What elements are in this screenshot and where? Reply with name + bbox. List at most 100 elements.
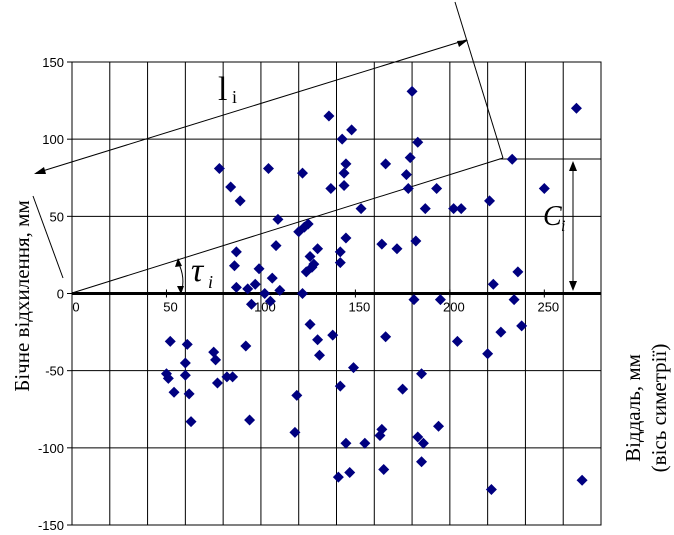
geometry-annotations: [32, 1, 601, 294]
data-point: [168, 386, 180, 398]
data-points: [160, 85, 588, 496]
tau-arrow-top: [175, 258, 182, 267]
l-arrow-head-right: [457, 40, 468, 47]
c-label: C: [543, 201, 562, 232]
x-tick-label: 50: [163, 300, 177, 315]
chord-line: [71, 157, 504, 294]
tau-label: τ: [191, 252, 205, 289]
data-point: [433, 420, 445, 432]
data-point: [308, 258, 320, 270]
data-point: [230, 246, 242, 258]
y-tick-label: -100: [38, 441, 64, 456]
data-point: [334, 257, 346, 269]
data-point: [416, 456, 428, 468]
data-point: [164, 335, 176, 347]
data-point: [234, 195, 246, 207]
data-point: [355, 203, 367, 215]
data-point: [482, 348, 494, 360]
data-point: [348, 362, 360, 374]
data-point: [340, 158, 352, 170]
data-point: [162, 372, 174, 384]
data-point: [570, 102, 582, 114]
data-point: [380, 158, 392, 170]
data-point: [228, 260, 240, 272]
data-point: [323, 110, 335, 122]
data-point: [410, 235, 422, 247]
tau-subscript: i: [208, 272, 213, 292]
data-point: [240, 340, 252, 352]
data-point: [181, 338, 193, 350]
data-point: [484, 195, 496, 207]
y-tick-label: 0: [57, 287, 64, 302]
data-point: [512, 266, 524, 278]
data-point: [304, 250, 316, 262]
data-point: [334, 380, 346, 392]
data-point: [340, 437, 352, 449]
data-point: [264, 295, 276, 307]
data-point: [419, 203, 431, 215]
data-point: [325, 183, 337, 195]
data-point: [242, 283, 254, 295]
data-point: [274, 284, 286, 296]
data-point: [332, 471, 344, 483]
data-point: [448, 203, 460, 215]
data-point: [244, 414, 256, 426]
data-point: [289, 426, 301, 438]
data-point: [338, 167, 350, 179]
data-point: [245, 298, 257, 310]
data-point: [230, 281, 242, 293]
l-label: l: [218, 71, 227, 108]
data-point: [516, 320, 528, 332]
data-point: [253, 263, 265, 275]
annotation-labels: l i τ i C i Бічне відхилення, мм Віддаль…: [10, 71, 671, 472]
data-point: [576, 474, 588, 486]
data-point: [179, 369, 191, 381]
data-point: [538, 183, 550, 195]
data-point: [400, 169, 412, 181]
data-point: [302, 218, 314, 230]
y-axis-title: Бічне відхилення, мм: [10, 200, 34, 391]
data-point: [376, 238, 388, 250]
data-point: [270, 240, 282, 252]
c-arrow-top: [569, 161, 577, 171]
c-arrow-bottom: [569, 281, 577, 291]
data-point: [402, 183, 414, 195]
data-point: [404, 152, 416, 164]
data-point: [408, 294, 420, 306]
data-point: [312, 243, 324, 255]
data-point: [378, 463, 390, 475]
data-point: [225, 181, 237, 193]
data-point: [272, 213, 284, 225]
data-point: [344, 467, 356, 479]
data-point: [376, 423, 388, 435]
data-point: [185, 416, 197, 428]
data-point: [227, 371, 239, 383]
data-point: [266, 272, 278, 284]
data-point: [508, 294, 520, 306]
c-subscript: i: [561, 218, 565, 235]
data-point: [262, 162, 274, 174]
data-point: [259, 288, 271, 299]
data-point: [208, 346, 220, 358]
x-axis-title-line2: (вісь симетрії): [647, 344, 671, 473]
data-point: [451, 335, 463, 347]
data-point: [416, 368, 428, 380]
upper-guide-line: [454, 1, 504, 159]
x-tick-label: 0: [72, 300, 79, 315]
data-point: [211, 377, 223, 389]
data-point: [338, 179, 350, 191]
data-point: [183, 388, 195, 400]
data-point: [291, 389, 303, 401]
data-point: [506, 153, 518, 165]
data-point: [179, 357, 191, 369]
data-point: [455, 203, 467, 215]
data-point: [336, 133, 348, 145]
data-point: [210, 354, 222, 366]
y-tick-label: 100: [42, 132, 64, 147]
x-axis-title-line1: Віддаль, мм: [621, 354, 645, 462]
left-guide-line: [32, 195, 64, 279]
data-point: [304, 318, 316, 330]
